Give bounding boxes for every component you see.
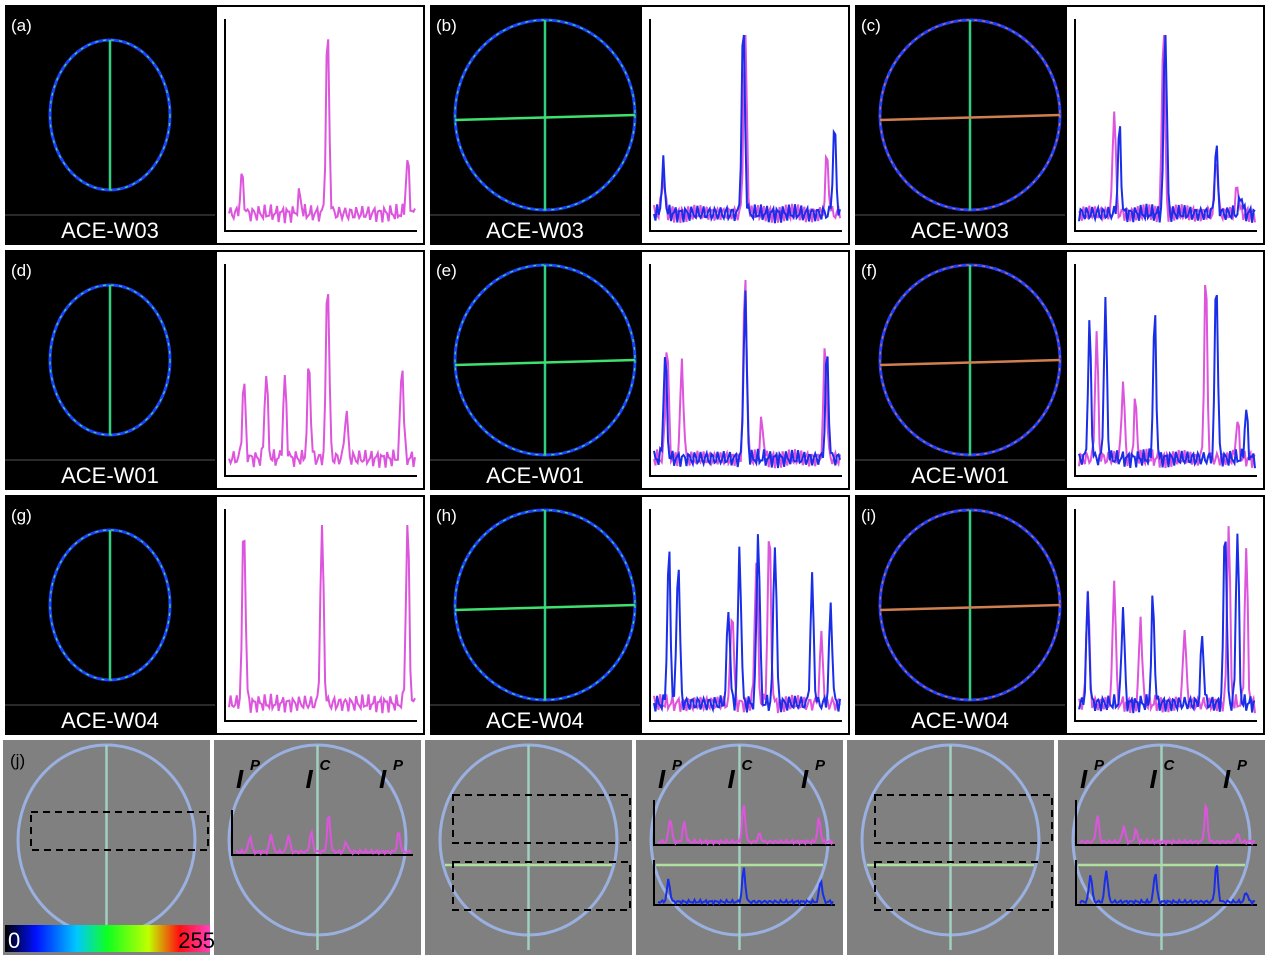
panel-label: (f) — [861, 261, 877, 280]
intensity-label: I — [801, 764, 809, 794]
intensity-label: I — [658, 764, 666, 794]
panel-caption: ACE-W04 — [911, 708, 1009, 733]
panel-caption: ACE-W01 — [911, 463, 1009, 488]
panel-label: (a) — [11, 16, 32, 35]
panel-caption: ACE-W04 — [486, 708, 584, 733]
intensity-label: I — [379, 764, 387, 794]
panel-caption: ACE-W04 — [61, 708, 159, 733]
intensity-label: I — [1150, 764, 1158, 794]
intensity-label: I — [306, 764, 314, 794]
panel-caption: ACE-W01 — [61, 463, 159, 488]
intensity-superscript: P — [393, 757, 404, 774]
colorbar-min: 0 — [8, 928, 20, 953]
panel-label: (i) — [861, 506, 876, 525]
intensity-superscript: C — [320, 757, 332, 774]
intensity-superscript: C — [742, 757, 754, 774]
figure: (a) ACE-W03 (b) ACE-W03 (c) ACE-W03 (d) ACE-W01… — [0, 0, 1267, 955]
intensity-label: I — [1223, 764, 1231, 794]
panel-caption: ACE-W03 — [61, 218, 159, 243]
intensity-superscript: C — [1164, 757, 1176, 774]
intensity-superscript: P — [672, 757, 683, 774]
panel-label: (c) — [861, 16, 881, 35]
intensity-label: I — [1080, 764, 1088, 794]
profile-plot — [217, 7, 423, 243]
panel-label: (e) — [436, 261, 457, 280]
intensity-superscript: P — [250, 757, 261, 774]
intensity-superscript: P — [1237, 757, 1248, 774]
panel-label: (j) — [10, 751, 25, 770]
panel-caption: ACE-W03 — [486, 218, 584, 243]
panel-label: (d) — [11, 261, 32, 280]
panel-label: (h) — [436, 506, 457, 525]
intensity-label: I — [236, 764, 244, 794]
intensity-label: I — [728, 764, 736, 794]
panel-caption: ACE-W01 — [486, 463, 584, 488]
panel-caption: ACE-W03 — [911, 218, 1009, 243]
colorbar-max: 255 — [178, 928, 215, 953]
intensity-superscript: P — [1094, 757, 1105, 774]
panel-label: (g) — [11, 506, 32, 525]
intensity-superscript: P — [815, 757, 826, 774]
panel-label: (b) — [436, 16, 457, 35]
